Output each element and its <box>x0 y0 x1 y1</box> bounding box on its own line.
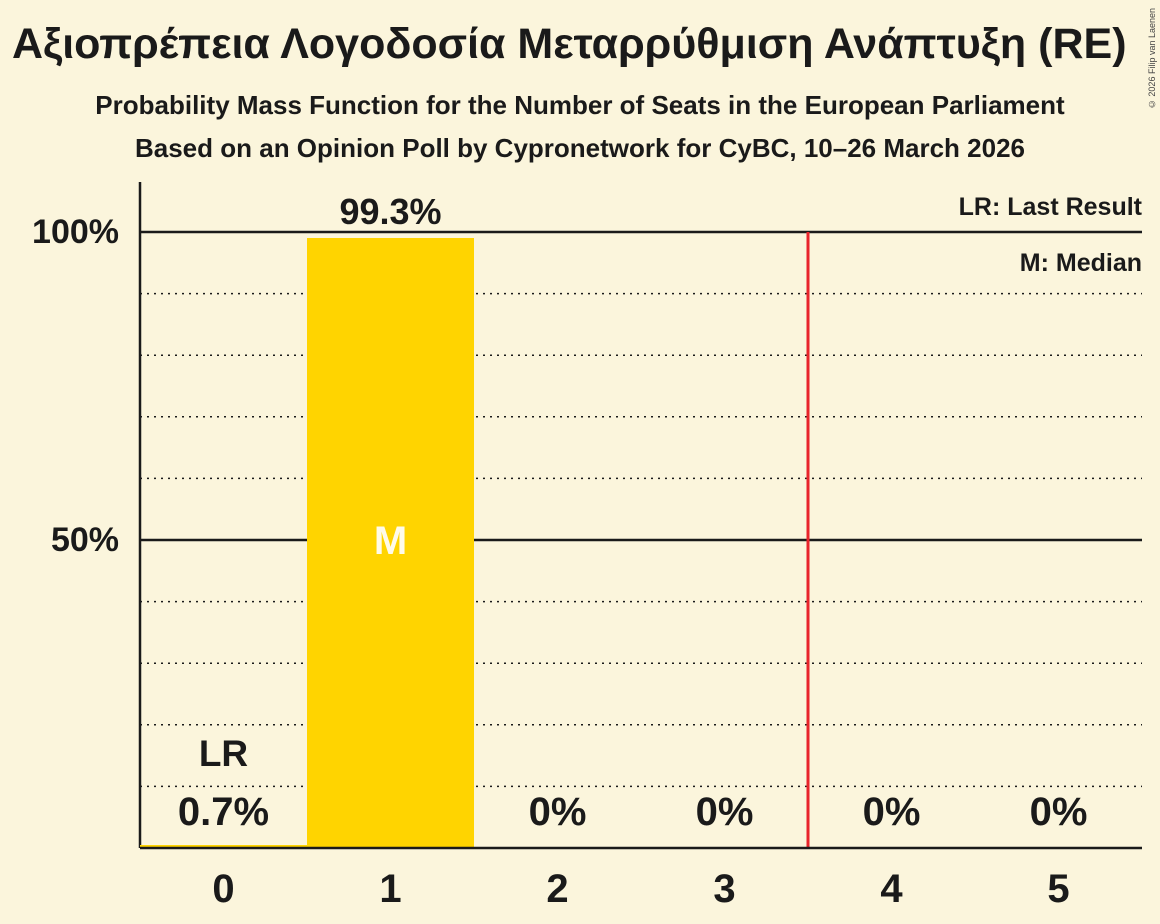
svg-text:0%: 0% <box>1030 790 1088 834</box>
svg-text:0%: 0% <box>529 790 587 834</box>
svg-text:0%: 0% <box>696 790 754 834</box>
svg-text:0: 0 <box>212 867 234 911</box>
svg-text:M: M <box>374 519 407 563</box>
svg-text:3: 3 <box>713 867 735 911</box>
svg-text:5: 5 <box>1047 867 1069 911</box>
svg-text:LR: Last Result: LR: Last Result <box>959 193 1143 221</box>
svg-text:1: 1 <box>379 867 401 911</box>
svg-text:M: Median: M: Median <box>1020 249 1142 277</box>
svg-text:LR: LR <box>199 733 248 774</box>
svg-text:0.7%: 0.7% <box>178 790 269 834</box>
svg-text:99.3%: 99.3% <box>339 191 441 232</box>
svg-text:0%: 0% <box>863 790 921 834</box>
svg-text:2: 2 <box>546 867 568 911</box>
svg-text:4: 4 <box>880 867 903 911</box>
